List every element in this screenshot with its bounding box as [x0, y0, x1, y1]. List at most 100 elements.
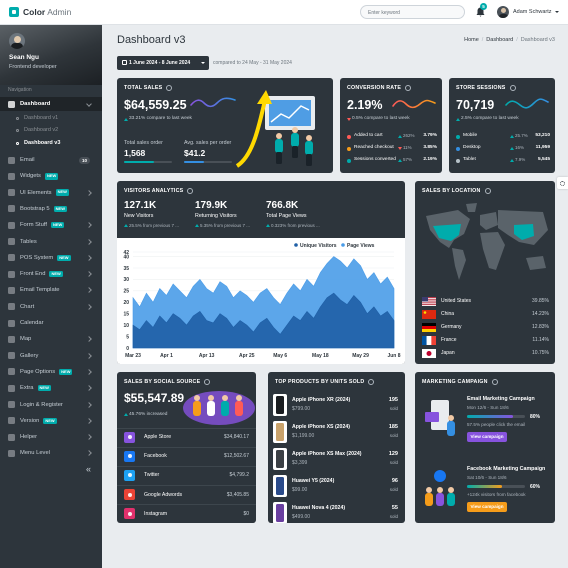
- nav-item[interactable]: Bootstrap 5 NEW: [20, 204, 67, 214]
- sparkline-path: [392, 99, 436, 109]
- nav-item[interactable]: Page Options NEW: [20, 367, 73, 377]
- sidebar-collapse[interactable]: «: [86, 463, 92, 474]
- row-change: 16%: [515, 145, 525, 150]
- date-range-button[interactable]: 1 June 2024 - 8 June 2024: [117, 56, 209, 70]
- row-value: 53,210: [535, 133, 550, 138]
- flag-stripe: [422, 322, 436, 326]
- nav-subitem[interactable]: Dashboard v2: [24, 127, 59, 133]
- total-sales-card: TOTAL SALES $64,559.25 33.21% compare to l…: [117, 78, 333, 173]
- user-avatar[interactable]: [497, 6, 509, 18]
- nav-caret: [86, 385, 92, 392]
- info-icon: [368, 379, 375, 385]
- product-name: Apple iPhone XR (2024): [292, 397, 351, 403]
- nav-subitem-dot: [16, 116, 19, 120]
- sparkline: [190, 97, 236, 108]
- nav-icon: [8, 417, 15, 425]
- stat-bar: [184, 161, 232, 163]
- row-value: 11,959: [535, 145, 550, 150]
- illustration-person-head: [306, 135, 312, 141]
- nav-item[interactable]: Map: [20, 334, 31, 344]
- arrow-up: [510, 158, 514, 162]
- source-value: $0: [243, 510, 249, 517]
- nav-icon: [8, 433, 15, 441]
- flag-field: [422, 309, 436, 319]
- illustration-arrow-head: [257, 90, 272, 104]
- nav-label: Extra: [20, 385, 34, 392]
- nav-item[interactable]: UI Elements NEW: [20, 188, 69, 198]
- nav-item[interactable]: Tables: [20, 237, 37, 247]
- card-title-text: TOTAL SALES: [124, 85, 163, 91]
- nav-badge: NEW: [43, 417, 57, 425]
- row-label: Sessions converted: [354, 157, 396, 162]
- legend-dot: [456, 158, 460, 163]
- nav-subitem[interactable]: Dashboard v1: [24, 114, 59, 121]
- nav-label: Email: [20, 157, 35, 163]
- nav-badge: 10: [79, 156, 91, 164]
- product-image: [273, 475, 287, 497]
- nav-item[interactable]: Calendar: [20, 318, 44, 328]
- nav-item[interactable]: Gallery: [20, 351, 38, 361]
- nav-icon: [8, 303, 15, 311]
- nav-item[interactable]: Version NEW: [20, 416, 57, 426]
- legend-dot: [347, 134, 351, 139]
- search-placeholder: Enter keyword: [368, 9, 400, 16]
- illustration-person-legs: [306, 154, 312, 166]
- illustration-mail: [425, 412, 439, 422]
- card-title: MARKETING CAMPAIGN: [422, 379, 498, 385]
- nav-item[interactable]: Widgets NEW: [20, 171, 59, 181]
- search-input[interactable]: Enter keyword: [360, 5, 465, 19]
- card-title: CONVERSION RATE: [347, 85, 412, 91]
- top-bar: Color Admin Enter keyword 5 Adam Schwartz: [0, 0, 568, 25]
- nav-icon: [8, 254, 15, 262]
- nav-item[interactable]: Email: [20, 155, 35, 165]
- arrow-down: [347, 117, 351, 121]
- y-tick-label: 40: [123, 254, 129, 260]
- country-value: 11.14%: [532, 337, 549, 343]
- nav-label: Map: [20, 336, 32, 343]
- nav-caret: [86, 238, 92, 245]
- product-phone: [276, 396, 284, 414]
- nav-subitem[interactable]: Dashboard v3: [24, 139, 61, 146]
- nav-item[interactable]: Login & Register: [20, 400, 63, 410]
- nav-icon: [8, 401, 15, 408]
- nav-label: Email Template: [20, 287, 60, 294]
- nav-item[interactable]: Dashboard: [20, 99, 50, 109]
- nav-item[interactable]: Front End NEW: [20, 269, 63, 279]
- country-name: France: [441, 337, 457, 343]
- nav-item[interactable]: POS System NEW: [20, 253, 71, 263]
- nav-item[interactable]: Chart: [20, 302, 34, 312]
- flag-stripe: [426, 335, 432, 345]
- nav-item[interactable]: Form Stuff NEW: [20, 220, 65, 230]
- product-name: Huawei Nova 4 (2024): [292, 505, 346, 511]
- notification-badge[interactable]: 5: [480, 3, 487, 10]
- nav-item[interactable]: Helper: [20, 432, 37, 442]
- theme-settings-button[interactable]: [557, 177, 568, 189]
- user-name[interactable]: Adam Schwartz: [513, 9, 552, 15]
- arrow-up: [510, 146, 514, 150]
- view-campaign-button[interactable]: View campaign: [467, 432, 507, 442]
- nav-icon: [8, 189, 15, 197]
- avatar-body: [498, 14, 508, 18]
- info-icon: [509, 85, 516, 91]
- product-price: $99.00: [292, 487, 308, 493]
- legend-label: Unique Visitors: [300, 243, 337, 249]
- profile-panel: Sean Ngu Frontend developer: [0, 25, 102, 85]
- flag-stripe: [422, 298, 436, 300]
- illustration-person-head: [292, 127, 298, 133]
- nav-item[interactable]: Extra NEW: [20, 383, 51, 393]
- country-flag: [422, 296, 436, 306]
- illustration-person-body: [447, 493, 455, 506]
- nav-caret: [86, 417, 92, 424]
- nav-item[interactable]: Email Template: [20, 285, 60, 295]
- product-sold-label: sold: [389, 433, 398, 438]
- y-tick-label: 30: [123, 277, 129, 283]
- product-phone: [276, 423, 284, 441]
- nav-item[interactable]: Menu Level: [20, 448, 50, 458]
- flag-stripe: [422, 328, 436, 332]
- source-glyph: [127, 511, 132, 516]
- nav-label: Dashboard: [20, 101, 51, 107]
- view-campaign-button[interactable]: View campaign: [467, 502, 507, 512]
- source-name: Instagram: [144, 510, 168, 517]
- illustration-person-body: [207, 401, 215, 416]
